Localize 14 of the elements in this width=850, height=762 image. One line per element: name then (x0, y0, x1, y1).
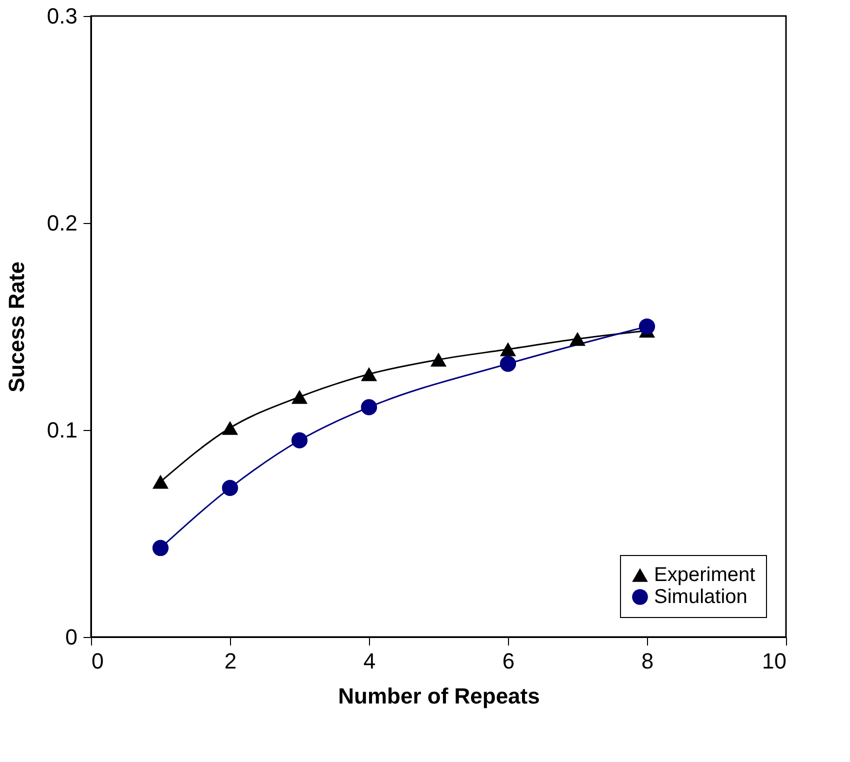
x-tick-label: 4 (363, 648, 376, 674)
x-tick-label: 2 (224, 648, 237, 674)
x-tick-label: 0 (92, 648, 104, 674)
x-tick-label: 6 (502, 648, 515, 674)
legend-label: Simulation (654, 586, 748, 608)
x-tick-label: 10 (762, 648, 786, 674)
y-tick-label: 0.3 (46, 4, 78, 28)
legend-label: Experiment (654, 564, 756, 586)
y-tick-label: 0.2 (46, 210, 78, 236)
x-axis-title: Number of Repeats (338, 684, 540, 708)
y-axis-title: Sucess Rate (4, 262, 29, 392)
y-tick-label: 0.1 (46, 418, 78, 442)
y-tick-label: 0 (65, 624, 78, 650)
x-tick-label: 8 (641, 648, 654, 674)
